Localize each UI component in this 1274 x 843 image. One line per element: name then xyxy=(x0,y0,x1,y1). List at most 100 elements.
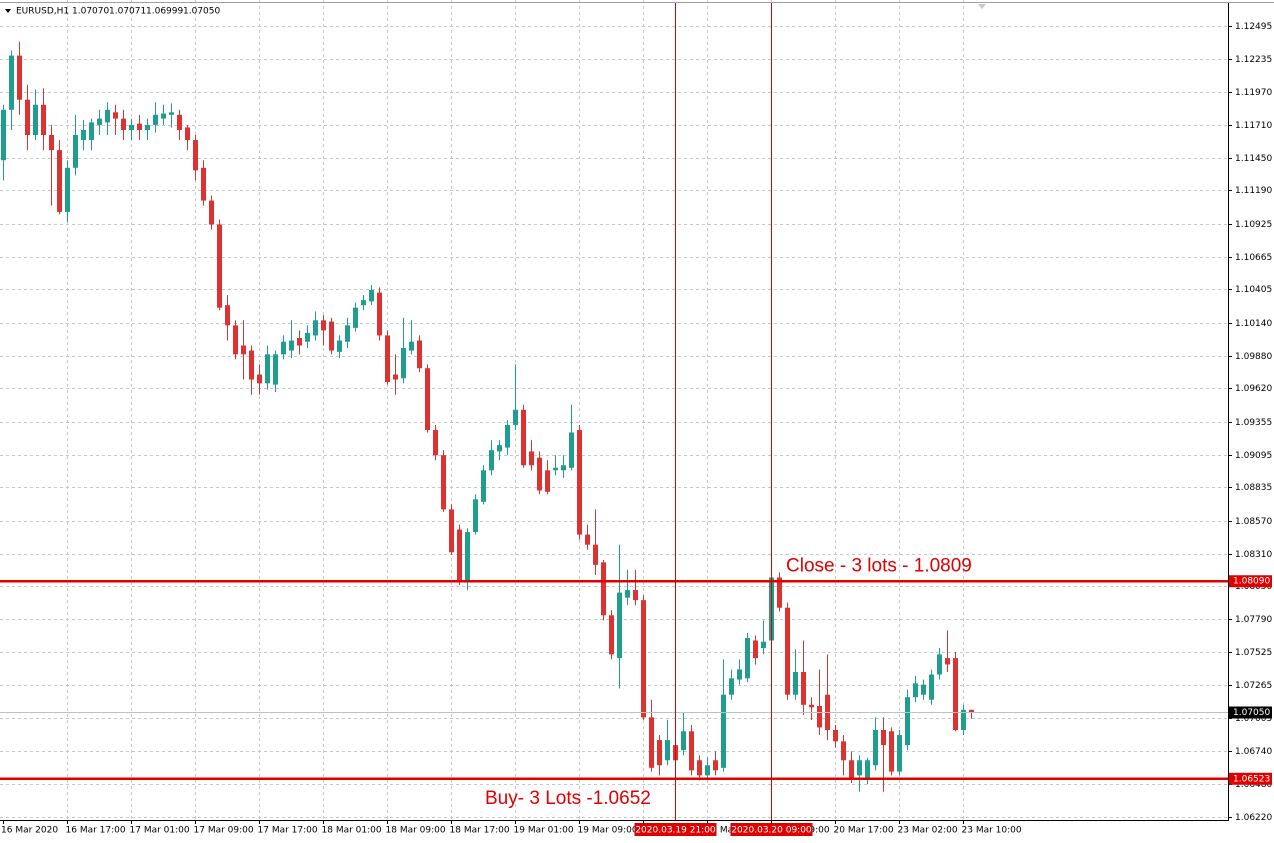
candle-body xyxy=(601,562,606,616)
x-tick-label: 17 Mar 17:00 xyxy=(258,826,318,836)
candle-body xyxy=(377,292,382,336)
bid-label-box xyxy=(1229,706,1272,719)
y-tick-label: 1.07265 xyxy=(1235,681,1272,691)
x-tick-label: 20 Mar 17:00 xyxy=(834,826,894,836)
candle-body xyxy=(513,409,518,425)
candle-body xyxy=(305,332,310,342)
x-tick-label: 16 Mar 2020 xyxy=(1,826,58,836)
x-tick-label: 19 Mar 09:00 xyxy=(578,826,638,836)
candle-body xyxy=(593,544,598,565)
candle-body xyxy=(153,114,158,125)
candle-body xyxy=(529,451,534,466)
candle-body xyxy=(681,731,686,751)
candle-body xyxy=(633,590,638,601)
candle-body xyxy=(817,706,822,728)
y-tick-label: 1.06740 xyxy=(1235,747,1272,757)
candle-body xyxy=(257,374,262,384)
candle-body xyxy=(145,124,150,130)
x-tick-label: 17 Mar 09:00 xyxy=(194,826,254,836)
candle-body xyxy=(137,123,142,130)
candle-body xyxy=(25,99,30,136)
candle-body xyxy=(217,224,222,308)
candle-body xyxy=(897,735,902,772)
candle-body xyxy=(521,409,526,466)
candle-body xyxy=(849,760,854,778)
candle-body xyxy=(289,340,294,351)
candle-body xyxy=(969,709,974,713)
candle-body xyxy=(785,607,790,695)
candle-body xyxy=(449,509,454,553)
candle-body xyxy=(393,374,398,380)
candle-body xyxy=(89,122,94,141)
y-tick-label: 1.07525 xyxy=(1235,648,1272,658)
y-tick-label: 1.09095 xyxy=(1235,451,1272,461)
candle-body xyxy=(577,429,582,535)
price-label: 1.06523 xyxy=(1233,774,1270,784)
candle-body xyxy=(433,429,438,456)
x-tick-label: 18 Mar 09:00 xyxy=(386,826,446,836)
candle-body xyxy=(233,325,238,355)
candle-body xyxy=(225,305,230,326)
candle-body xyxy=(793,672,798,695)
candle-body xyxy=(353,307,358,328)
y-tick-label: 1.11190 xyxy=(1235,186,1272,196)
candle-body xyxy=(705,765,710,776)
candle-body xyxy=(49,135,54,151)
candle-body xyxy=(169,112,174,115)
candle-body xyxy=(129,124,134,130)
candle-body xyxy=(865,760,870,778)
y-tick-label: 1.08835 xyxy=(1235,483,1272,493)
candle-body xyxy=(569,432,574,468)
candle-body xyxy=(937,654,942,675)
candle-body xyxy=(161,113,166,119)
candle-body xyxy=(273,354,278,385)
candle-body xyxy=(361,300,366,306)
x-tick-label: 23 Mar 10:00 xyxy=(962,826,1022,836)
candle-body xyxy=(929,674,934,700)
candle-body xyxy=(81,129,86,141)
bid-label: 1.07050 xyxy=(1233,708,1270,718)
candle-body xyxy=(809,704,814,708)
candle-body xyxy=(617,592,622,659)
overlay-layer: 1.07050 1.08090 Close - 3 lots - 1.0809 1.0… xyxy=(0,3,1272,836)
candle-body xyxy=(561,465,566,471)
candle-body xyxy=(9,55,14,110)
candle-body xyxy=(761,641,766,649)
quote-value: 1.07070 xyxy=(72,7,109,17)
candle-body xyxy=(553,467,558,471)
time-label: 2020.03.19 21:00 xyxy=(635,826,716,836)
y-tick-label: 1.06220 xyxy=(1235,813,1272,823)
candle-body xyxy=(833,729,838,742)
y-tick-label: 1.08570 xyxy=(1235,517,1272,527)
candle-body xyxy=(105,109,110,123)
candle-body xyxy=(209,200,214,225)
candle-body xyxy=(713,760,718,771)
candle-body xyxy=(185,127,190,141)
candle-body xyxy=(441,455,446,510)
candle-body xyxy=(489,450,494,471)
candle-body xyxy=(417,340,422,369)
candle-body xyxy=(465,532,470,580)
candle-body xyxy=(313,320,318,336)
candle-body xyxy=(177,114,182,130)
y-tick-label: 1.08310 xyxy=(1235,550,1272,560)
candle-body xyxy=(1,109,6,161)
time-label-box xyxy=(730,823,813,836)
candle-body xyxy=(65,167,70,212)
price-label-box xyxy=(1229,772,1272,785)
time-label-box xyxy=(634,823,717,836)
y-tick-label: 1.10140 xyxy=(1235,319,1272,329)
quote-value: 1.07071 xyxy=(109,7,146,17)
candle-body xyxy=(729,678,734,695)
candle-body xyxy=(113,112,118,119)
candle-body xyxy=(945,658,950,665)
x-tick-label: 18 Mar 01:00 xyxy=(322,826,382,836)
y-tick-label: 1.10665 xyxy=(1235,253,1272,263)
x-tick-label: 19 Mar 01:00 xyxy=(514,826,574,836)
candle-body xyxy=(649,717,654,768)
y-tick-label: 1.07005 xyxy=(1235,714,1272,724)
candle-body xyxy=(857,760,862,776)
candle-body xyxy=(193,140,198,171)
